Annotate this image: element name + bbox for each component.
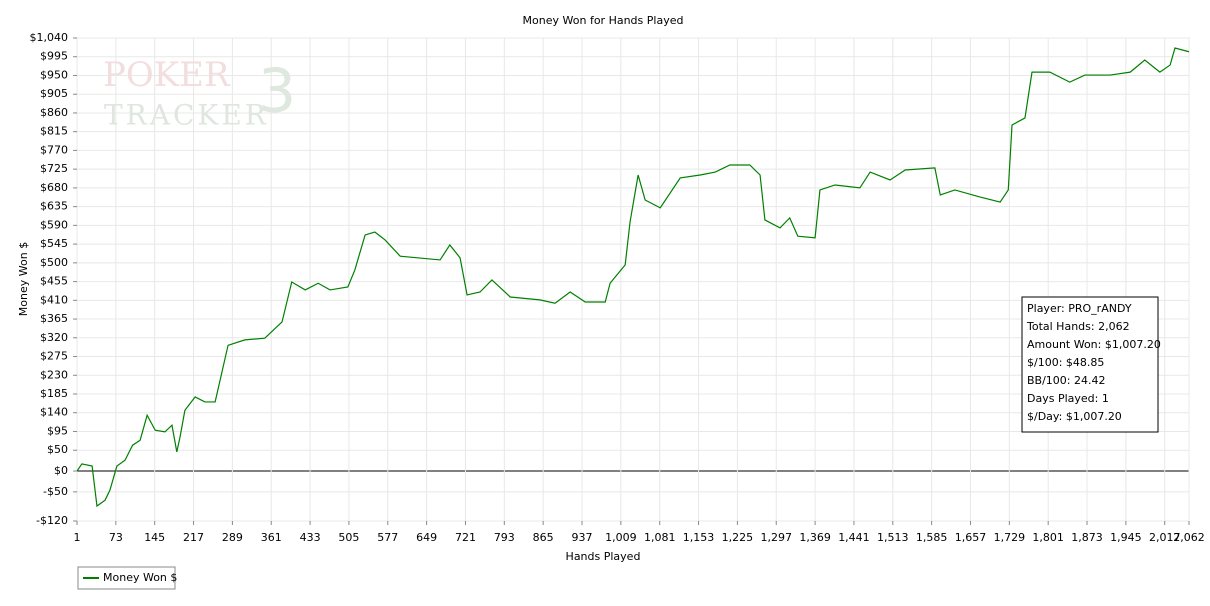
y-tick-label: $770 (40, 143, 68, 156)
x-tick-label: 289 (222, 531, 243, 544)
info-line: $/100: $48.85 (1027, 356, 1104, 369)
x-tick-label: 1,081 (644, 531, 676, 544)
y-tick-label: $590 (40, 218, 68, 231)
y-tick-label: $680 (40, 181, 68, 194)
x-tick-label: 1,657 (955, 531, 987, 544)
x-tick-label: 1,297 (760, 531, 792, 544)
x-tick-label: 1,729 (994, 531, 1026, 544)
y-tick-label: $0 (54, 464, 68, 477)
legend (77, 566, 176, 590)
info-line: $/Day: $1,007.20 (1027, 410, 1122, 423)
x-tick-label: 721 (455, 531, 476, 544)
y-tick-label: $905 (40, 87, 68, 100)
x-axis-label: Hands Played (566, 550, 641, 563)
y-tick-label: $410 (40, 293, 68, 306)
x-tick-label: 1,225 (722, 531, 754, 544)
x-tick-label: 1,513 (877, 531, 909, 544)
chart-title: Money Won for Hands Played (523, 14, 684, 27)
x-tick-label: 1,945 (1110, 531, 1142, 544)
y-tick-label: $995 (40, 50, 68, 63)
x-tick-label: 937 (572, 531, 593, 544)
x-tick-label: 793 (494, 531, 515, 544)
logo-number: 3 (258, 57, 296, 127)
data-line (76, 47, 1190, 508)
x-tick-label: 577 (377, 531, 398, 544)
x-tick-label: 1,153 (683, 531, 715, 544)
info-line: Days Played: 1 (1027, 392, 1109, 405)
y-tick-label: $320 (40, 331, 68, 344)
logo-poker: POKER (103, 55, 231, 95)
x-tick-label: 361 (261, 531, 282, 544)
y-tick-label: $815 (40, 125, 68, 138)
plot-area (76, 37, 1190, 522)
logo-tracker: TRACKER (104, 99, 269, 132)
info-line: Amount Won: $1,007.20 (1027, 338, 1161, 351)
info-line: BB/100: 24.42 (1027, 374, 1106, 387)
y-tick-label: -$120 (36, 514, 68, 527)
y-tick-label: $950 (40, 68, 68, 81)
x-tick-label: 1,369 (799, 531, 831, 544)
x-tick-label: 1,441 (838, 531, 870, 544)
y-tick-label: $140 (40, 406, 68, 419)
x-tick-label: 217 (183, 531, 204, 544)
x-tick-label: 865 (533, 531, 554, 544)
y-tick-label: $455 (40, 275, 68, 288)
y-tick-label: $365 (40, 312, 68, 325)
x-tick-label: 505 (338, 531, 359, 544)
x-tick-label: 73 (109, 531, 123, 544)
info-line: Total Hands: 2,062 (1026, 320, 1130, 333)
y-tick-label: $230 (40, 368, 68, 381)
y-tick-label: $725 (40, 162, 68, 175)
info-box (1021, 296, 1159, 433)
y-tick-label: $275 (40, 350, 68, 363)
y-tick-label: $1,040 (30, 31, 69, 44)
x-tick-label: 1,585 (916, 531, 948, 544)
x-tick-label: 1,873 (1071, 531, 1103, 544)
x-tick-label: 649 (416, 531, 437, 544)
y-tick-label: $95 (47, 424, 68, 437)
y-tick-label: $500 (40, 256, 68, 269)
info-line: Player: PRO_rANDY (1027, 302, 1132, 315)
x-tick-label: 1 (74, 531, 81, 544)
y-tick-label: $860 (40, 106, 68, 119)
y-tick-label: -$50 (43, 485, 68, 498)
x-tick-label: 1,009 (605, 531, 637, 544)
legend-label: Money Won $ (103, 571, 177, 584)
y-axis-label: Money Won $ (17, 242, 30, 316)
y-tick-label: $545 (40, 237, 68, 250)
y-tick-label: $635 (40, 200, 68, 213)
y-tick-label: $185 (40, 387, 68, 400)
x-tick-label: 145 (144, 531, 165, 544)
x-tick-label: 1,801 (1032, 531, 1064, 544)
x-tick-label: 2,062 (1173, 531, 1205, 544)
plot-background (76, 37, 1190, 522)
x-tick-label: 433 (300, 531, 321, 544)
y-tick-label: $50 (47, 443, 68, 456)
x-tick-label: 2,017 (1149, 531, 1181, 544)
